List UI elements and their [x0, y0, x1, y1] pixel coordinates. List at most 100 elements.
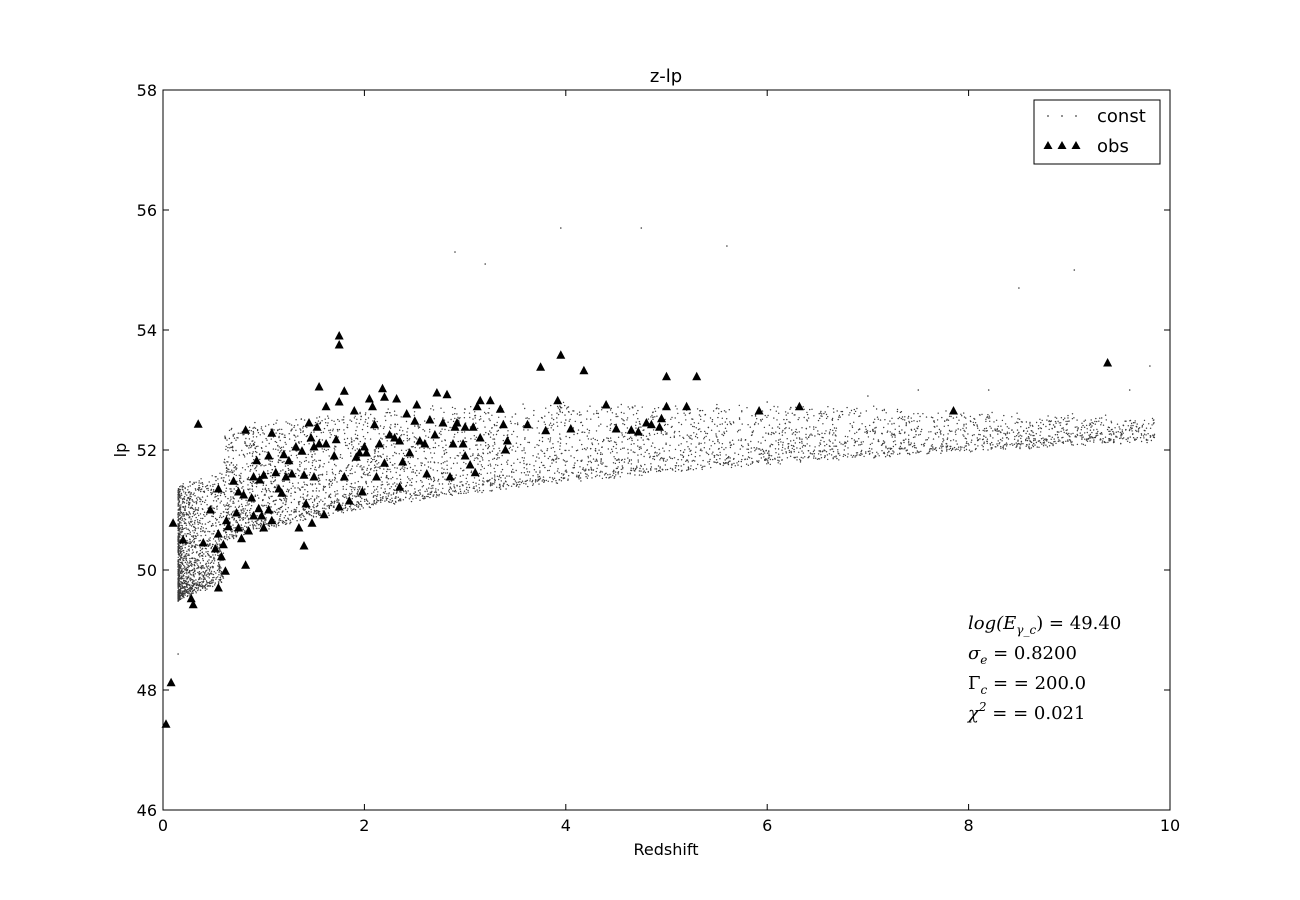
const-point [1045, 425, 1047, 428]
const-point [305, 456, 307, 459]
const-point [637, 418, 639, 420]
const-point [438, 432, 441, 434]
const-point [642, 434, 645, 437]
const-point [219, 560, 221, 562]
const-point [375, 466, 377, 468]
const-point [742, 446, 744, 448]
const-point [177, 587, 179, 590]
const-point [591, 442, 593, 444]
const-point [347, 447, 349, 450]
const-point [249, 488, 251, 490]
const-point [665, 442, 667, 444]
const-point [384, 500, 386, 502]
const-point [300, 516, 302, 518]
const-point [492, 458, 494, 460]
const-point [678, 421, 680, 424]
const-point [699, 455, 701, 457]
const-point [335, 465, 337, 467]
const-point [562, 401, 565, 404]
const-point [274, 499, 277, 502]
const-point [920, 430, 922, 433]
const-point [380, 487, 382, 489]
const-point [790, 440, 792, 442]
const-point [364, 438, 366, 440]
const-point [213, 571, 215, 573]
const-point [1095, 434, 1098, 437]
const-point [325, 422, 327, 424]
const-point [224, 505, 226, 507]
const-point [319, 421, 322, 424]
const-point [971, 450, 973, 452]
const-point [950, 449, 953, 452]
const-point [304, 508, 306, 511]
const-point [489, 485, 492, 487]
const-point [249, 524, 251, 526]
const-point [976, 425, 979, 427]
const-point [291, 428, 293, 430]
const-point [357, 491, 359, 493]
const-point [354, 509, 357, 511]
const-point [946, 419, 948, 421]
const-point [491, 450, 494, 452]
const-point [931, 444, 933, 446]
const-point [443, 411, 445, 414]
const-point [801, 442, 803, 444]
const-point [358, 505, 360, 507]
const-point [440, 491, 442, 493]
const-point [552, 443, 554, 445]
const-point [433, 479, 436, 482]
const-point [442, 446, 444, 449]
const-point [1149, 436, 1152, 438]
const-point [241, 517, 243, 519]
const-point [364, 474, 366, 476]
const-point [388, 493, 390, 495]
const-point [194, 513, 197, 515]
const-point [382, 427, 385, 430]
const-point [373, 417, 375, 419]
const-point [638, 420, 641, 423]
const-point [449, 426, 451, 429]
const-point [521, 457, 523, 459]
const-point [728, 455, 730, 458]
const-point [374, 450, 376, 453]
const-point [353, 417, 356, 419]
const-point [837, 418, 839, 421]
const-point [504, 477, 506, 479]
const-point [688, 448, 690, 450]
const-point [523, 467, 525, 469]
const-point [1029, 448, 1031, 450]
const-point [319, 479, 321, 482]
const-point [356, 504, 358, 506]
const-point [493, 438, 496, 440]
const-point [262, 505, 264, 507]
const-point [794, 414, 796, 416]
const-point [355, 429, 357, 432]
const-point [448, 429, 450, 432]
const-point [630, 449, 632, 451]
const-point [622, 419, 624, 421]
const-point [544, 466, 546, 469]
const-point [1130, 422, 1133, 425]
const-point [487, 464, 489, 467]
const-point [860, 441, 862, 443]
const-point [420, 479, 422, 482]
const-point [227, 446, 229, 449]
const-point [638, 474, 641, 476]
const-point [252, 522, 255, 524]
const-point [750, 447, 753, 449]
const-point [396, 478, 398, 480]
const-point [925, 439, 927, 441]
const-point [440, 430, 442, 433]
const-point [537, 476, 539, 478]
const-point [343, 422, 345, 424]
const-point [217, 547, 219, 549]
const-point [1110, 433, 1112, 435]
const-point [827, 416, 829, 418]
const-point [1081, 443, 1083, 445]
const-point [498, 476, 500, 478]
const-point [581, 459, 583, 461]
const-point [947, 419, 950, 421]
const-point [356, 448, 358, 450]
const-point [1054, 416, 1056, 418]
const-point [249, 509, 251, 512]
